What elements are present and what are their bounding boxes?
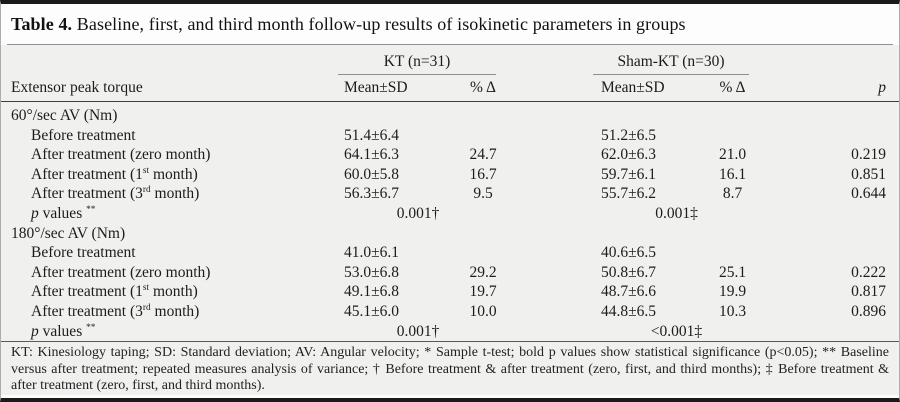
table-row: Before treatment 41.0±6.1 40.6±6.5: [1, 243, 899, 263]
cell-sham-mean: 51.2±6.5: [601, 126, 657, 144]
cell-sham-delta: [705, 243, 760, 263]
cell-kt-delta: [458, 126, 508, 146]
row-label: After treatment (1st month): [31, 165, 198, 183]
cell-kt-mean: 51.4±6.4: [344, 126, 400, 144]
cell-p: 0.851: [851, 165, 886, 183]
cell-kt-delta: 16.7: [469, 165, 497, 183]
row-label: Before treatment: [31, 244, 136, 262]
cell-sham-mean: 50.8±6.7: [601, 263, 657, 281]
cell-kt-mean: 60.0±5.8: [344, 165, 400, 183]
cell-sham-delta: 8.7: [722, 185, 743, 203]
cell-sham-delta: 10.3: [718, 302, 747, 320]
p-values-label: p values **: [31, 204, 96, 222]
row-label: Before treatment: [31, 126, 136, 144]
section-title: 60°/sec AV (Nm): [11, 107, 118, 124]
cell-p: [760, 243, 899, 263]
cell-kt-p-value: 0.001†: [396, 322, 440, 340]
cell-sham-mean: 40.6±6.5: [601, 244, 657, 262]
cell-kt-delta: 10.0: [469, 302, 497, 320]
table-row: After treatment (3rd month) 45.1±6.0 10.…: [1, 302, 899, 322]
cell-kt-delta: 29.2: [469, 263, 497, 281]
p-values-row: p values ** 0.001† 0.001‡: [1, 204, 899, 224]
section-header-row: 60°/sec AV (Nm): [1, 106, 899, 126]
cell-kt-delta: [458, 243, 508, 263]
cell-sham-delta: 21.0: [718, 146, 747, 164]
cell-kt-delta: 9.5: [473, 185, 493, 203]
p-values-row: p values ** 0.001† <0.001‡: [1, 322, 899, 342]
cell-kt-mean: 53.0±6.8: [344, 263, 400, 281]
cell-p: 0.644: [851, 185, 886, 203]
group-header-kt: KT (n=31): [338, 53, 496, 75]
table-body: KT (n=31) Sham-KT (n=30) Extensor peak t…: [1, 45, 899, 395]
cell-sham-mean: 44.8±6.5: [601, 302, 657, 320]
table-row: After treatment (1st month) 60.0±5.8 16.…: [1, 165, 899, 185]
table-row: After treatment (zero month) 53.0±6.8 29…: [1, 263, 899, 283]
cell-sham-mean: 55.7±6.2: [601, 185, 657, 203]
cell-p: 0.222: [851, 263, 886, 281]
table-rows: 60°/sec AV (Nm) Before treatment 51.4±6.…: [1, 102, 899, 341]
table-caption: Baseline, first, and third month follow-…: [76, 14, 686, 34]
group-header-sham: Sham-KT (n=30): [593, 53, 749, 75]
column-header-row: Extensor peak torque Mean±SD % Δ Mean±SD…: [1, 75, 899, 101]
p-values-label: p values **: [31, 322, 96, 340]
cell-kt-delta: 19.7: [469, 283, 497, 301]
group-header-row: KT (n=31) Sham-KT (n=30): [1, 45, 899, 75]
cell-sham-delta: 25.1: [718, 263, 747, 281]
title-divider: [7, 44, 893, 45]
table-row: Before treatment 51.4±6.4 51.2±6.5: [1, 126, 899, 146]
cell-kt-mean: 64.1±6.3: [344, 146, 400, 164]
cell-p: 0.219: [851, 146, 886, 164]
column-header-sham-mean: Mean±SD: [601, 79, 665, 96]
cell-kt-mean: 49.1±6.8: [344, 283, 400, 301]
cell-kt-mean: 45.1±6.0: [344, 302, 400, 320]
cell-kt-delta: 24.7: [469, 146, 497, 164]
row-label: After treatment (zero month): [31, 146, 211, 164]
cell-sham-delta: 16.1: [718, 165, 747, 183]
column-header-kt-delta: % Δ: [470, 79, 496, 96]
cell-kt-mean: 41.0±6.1: [344, 244, 400, 262]
column-header-sham-delta: % Δ: [719, 79, 746, 96]
table-footnote: KT: Kinesiology taping; SD: Standard dev…: [11, 345, 889, 394]
cell-sham-mean: 59.7±6.1: [601, 165, 657, 183]
cell-p: [760, 126, 899, 146]
cell-sham-p-value: <0.001‡: [650, 322, 703, 340]
cell-sham-mean: 48.7±6.6: [601, 283, 657, 301]
column-header-kt-mean: Mean±SD: [344, 79, 408, 96]
column-header-extensor: Extensor peak torque: [11, 79, 143, 96]
table-row: After treatment (zero month) 64.1±6.3 24…: [1, 145, 899, 165]
section-header-row: 180°/sec AV (Nm): [1, 224, 899, 244]
row-label: After treatment (zero month): [31, 263, 211, 281]
cell-kt-p-value: 0.001†: [396, 204, 440, 222]
row-label: After treatment (3rd month): [31, 302, 200, 320]
table-row: After treatment (1st month) 49.1±6.8 19.…: [1, 282, 899, 302]
cell-sham-delta: 19.9: [718, 283, 747, 301]
header-divider: [1, 101, 899, 102]
row-label: After treatment (1st month): [31, 283, 198, 301]
cell-sham-delta: [705, 126, 760, 146]
table-row: After treatment (3rd month) 56.3±6.7 9.5…: [1, 184, 899, 204]
table-title: Table 4. Baseline, first, and third mont…: [1, 4, 899, 44]
cell-kt-mean: 56.3±6.7: [344, 185, 400, 203]
column-header-p: p: [878, 79, 886, 96]
footnote-divider: [1, 341, 899, 343]
cell-sham-mean: 62.0±6.3: [601, 146, 657, 164]
cell-p: 0.896: [851, 302, 886, 320]
cell-p: 0.817: [851, 283, 886, 301]
section-title: 180°/sec AV (Nm): [11, 224, 126, 242]
row-label: After treatment (3rd month): [31, 185, 200, 203]
table-number: Table 4.: [11, 14, 73, 34]
cell-sham-p-value: 0.001‡: [655, 204, 698, 222]
